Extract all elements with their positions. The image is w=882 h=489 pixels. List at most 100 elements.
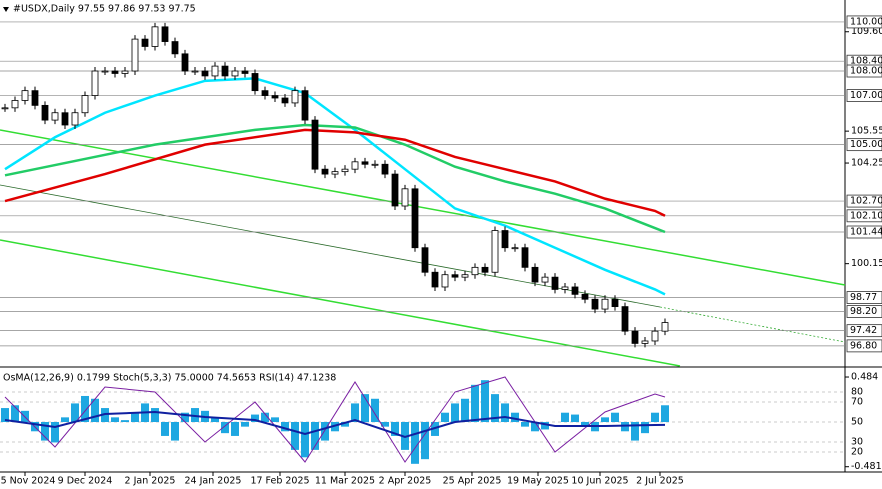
y-tick-label: 109.60 — [851, 26, 882, 37]
chart-title: #USDX,Daily 97.55 97.86 97.53 97.75 — [13, 4, 196, 15]
indicator-tick-label: 80 — [851, 387, 863, 398]
osma-bar — [351, 403, 359, 422]
osma-bar — [491, 394, 499, 422]
candle-body — [381, 163, 389, 175]
candle-body — [611, 298, 619, 308]
candle-body — [571, 286, 579, 295]
osma-bar — [661, 405, 669, 422]
candle-body — [31, 90, 39, 106]
price-level-box — [846, 89, 882, 102]
osma-bar — [401, 422, 409, 450]
x-tick-label: 2 Jan 2025 — [125, 476, 176, 487]
osma-bar — [651, 412, 659, 422]
osma-bar — [631, 422, 639, 441]
candle-body — [261, 90, 269, 96]
x-tick-label: 2 Apr 2025 — [379, 476, 432, 487]
title-arrow — [3, 7, 9, 12]
candle-body — [191, 70, 199, 73]
price-level-label: 107.00 — [850, 90, 882, 101]
price-level-box — [846, 225, 882, 239]
osma-bar — [571, 414, 579, 422]
osma-bar — [481, 380, 489, 422]
price-level-label: 110.00 — [850, 16, 882, 27]
price-level-label: 105.00 — [850, 139, 882, 150]
y-tick-label: 104.25 — [851, 158, 882, 169]
osma-bar — [131, 412, 139, 422]
osma-bar — [261, 412, 269, 422]
candle-body — [451, 274, 459, 278]
osma-bar — [291, 422, 299, 450]
osma-bar — [371, 398, 379, 422]
candle-body — [401, 188, 409, 207]
candle-body — [361, 161, 369, 165]
osma-bar — [511, 412, 519, 422]
osma-bar — [11, 405, 19, 422]
osma-bar — [581, 422, 589, 427]
candle-body — [241, 70, 249, 74]
osma-bar — [621, 422, 629, 432]
candle-body — [581, 293, 589, 300]
trend-line — [0, 239, 681, 367]
osma-bar — [541, 422, 549, 430]
trend-line — [659, 306, 846, 343]
price-level-label: 96.80 — [850, 340, 877, 351]
candle-body — [421, 247, 429, 273]
candle-body — [341, 168, 349, 173]
osma-bar — [61, 417, 69, 422]
candle-body — [631, 330, 639, 344]
candle-body — [601, 298, 609, 310]
osma-bar — [341, 422, 349, 427]
x-tick-label: 2 Jul 2025 — [636, 476, 684, 487]
candle-body — [291, 90, 299, 104]
osma-tick-label: -0.4812 — [851, 461, 882, 472]
price-level-box — [846, 305, 882, 318]
candle-body — [91, 70, 99, 96]
candle-body — [551, 276, 559, 290]
candle-body — [101, 70, 109, 73]
osma-bar — [331, 422, 339, 432]
indicator-tick-label: 30 — [851, 437, 863, 448]
trend-line — [0, 129, 846, 286]
osma-bar — [221, 422, 229, 434]
candle-body — [501, 230, 509, 249]
moving-average — [4, 123, 666, 234]
osma-bar — [301, 422, 309, 458]
price-level-label: 98.20 — [850, 306, 877, 317]
x-tick-label: 10 Jun 2025 — [571, 476, 628, 487]
candle-body — [481, 266, 489, 273]
candle-body — [51, 112, 59, 121]
price-level-box — [846, 194, 882, 208]
x-tick-label: 9 Dec 2024 — [58, 476, 113, 487]
candle-body — [521, 247, 529, 268]
x-tick-label: 25 Apr 2025 — [443, 476, 502, 487]
osma-bar — [161, 422, 169, 436]
price-level-box — [846, 64, 882, 78]
osma-bar — [171, 422, 179, 441]
osma-bar — [611, 412, 619, 422]
osma-bar — [531, 422, 539, 432]
osma-bar — [181, 412, 189, 422]
candle-body — [41, 104, 49, 121]
candle-body — [161, 26, 169, 42]
osma-bar — [71, 403, 79, 422]
candle-body — [171, 41, 179, 55]
price-level-box — [846, 324, 882, 338]
candle-body — [641, 340, 649, 344]
osma-bar — [121, 420, 129, 422]
candle-body — [471, 266, 479, 276]
candle-body — [121, 70, 129, 74]
osma-bar — [361, 394, 369, 422]
osma-bar — [461, 398, 469, 422]
candle-body — [531, 266, 539, 283]
osma-bar — [211, 417, 219, 422]
osma-bar — [231, 422, 239, 436]
osma-bar — [241, 422, 249, 427]
candle-body — [81, 95, 89, 114]
trend-line — [0, 184, 661, 308]
osma-bar — [251, 414, 259, 422]
candle-body — [271, 95, 279, 99]
candle-body — [651, 330, 659, 342]
candle-body — [181, 53, 189, 72]
osma-bar — [471, 384, 479, 422]
